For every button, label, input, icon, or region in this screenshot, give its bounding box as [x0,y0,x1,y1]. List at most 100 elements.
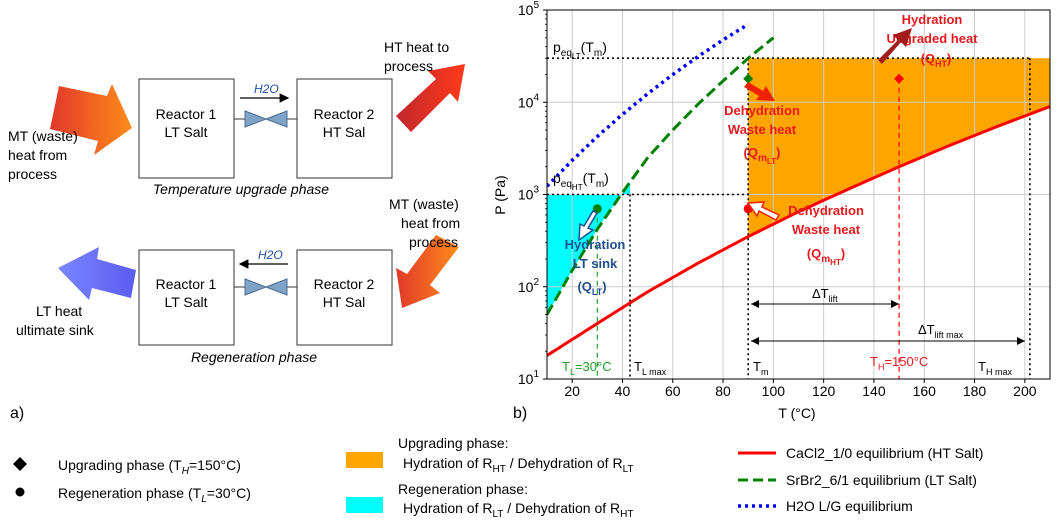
legend-fill-upgrade-sub2: LT [623,464,634,475]
x-tick-label: 60 [665,383,681,399]
q-mht-sub: m [821,254,830,265]
valve-icon-upgrade [244,110,288,128]
delta-lift-label: ΔT [812,286,829,301]
legend-fill-regen-mid: / Dehydration of R [503,500,620,516]
legend-fill-regen-sub2: HT [620,509,633,520]
dehydration-ht-annotation: Dehydration Waste heat (QmHT) [788,203,864,267]
legend-marker-regen-pre: Regeneration phase (T [58,485,202,501]
thmax-sub: H max [986,367,1013,377]
th-value: =150°C [884,354,928,369]
legend-fill-regen-line1: Regeneration phase: [398,481,528,497]
tlmax-sub: L max [642,367,667,377]
y-tick-label: 101 [518,369,540,387]
y-tick-label: 102 [518,277,540,295]
peq-lt-arg-sub: m [594,48,602,59]
svg-text:peqLT(Tm): peqLT(Tm) [553,39,607,61]
upgrade-phase-diagram: Reactor 1 LT Salt Reactor 2 HT Sal H2O T… [8,39,465,197]
q-mht-subsub: HT [830,258,841,267]
marker-upgrade-ht [894,73,905,84]
legend-fill-upgrade-sub1: HT [492,464,505,475]
q-mht-open: (Q [807,246,821,261]
peq-ht-sub: eq [561,179,572,190]
reactor2-label-regen-2: HT Sal [323,294,366,310]
regen-phase-diagram: Reactor 1 LT Salt Reactor 2 HT Sal H2O R… [16,196,460,365]
legend-fill-regen-line2: Hydration of RLT / Dehydration of RHT [403,500,634,520]
svg-text:ΔTlift: ΔTlift [812,286,838,304]
input-heat-label-regen-1: MT (waste) [389,196,459,212]
lt-sink-arrow-icon [578,210,599,242]
hydration-sink-line1: Hydration [565,237,626,252]
y-axis-label: P (Pa) [492,175,508,214]
output-heat-label-regen-2: ultimate sink [16,322,95,338]
tl-value: =30°C [575,359,612,374]
dehydration-ht-line1: Dehydration [788,203,864,218]
svg-text:peqHT(Tm): peqHT(Tm) [553,170,609,192]
legend-line-lt-salt-label: SrBr2_6/1 equilibrium (LT Salt) [786,472,977,488]
h2o-label-regen: H2O [258,248,283,262]
legend-marker-regen-post: =30°C) [207,485,251,501]
output-heat-label-regen-1: LT heat [36,303,82,319]
tl-label: T [562,359,570,374]
input-heat-label-upgrade-1: MT (waste) [8,128,78,144]
q-lt-close: ) [602,279,606,294]
thmax-annotation: TH max [978,359,1012,377]
x-tick-label: 140 [862,383,886,399]
q-mlt-close: ) [776,145,780,160]
x-tick-label: 80 [715,383,731,399]
h2o-label-upgrade: H2O [254,82,279,96]
input-heat-label-upgrade-3: process [8,166,57,182]
legend-marker-upgrade-post: =150°C) [189,457,241,473]
reactor2-label-upgrade-2: HT Sal [323,124,366,140]
regen-fill-region [547,182,630,315]
legend-marker-upgrade-pre: Upgrading phase (T [58,457,182,473]
legend-fill-upgrade-line2: Hydration of RHT / Dehydration of RLT [403,455,634,475]
x-tick-label: 40 [615,383,631,399]
delta-lift-annotation: ΔTlift [751,286,899,308]
legend-circle-marker [15,487,25,497]
legend-cyan-swatch [346,497,383,513]
tm-label: T [753,359,761,374]
legend-fill-regen-sub1: LT [492,509,503,520]
input-heat-label-regen-2: heat from [401,215,460,231]
tm-sub: m [761,367,769,377]
peq-ht-subsub: HT [572,183,583,192]
hydration-sink-annotation: Hydration LT sink (QLT) [565,237,626,297]
upgraded-heat-arrow-icon [878,28,912,64]
legend-diamond-marker [13,457,27,471]
input-heat-label-regen-3: process [409,234,458,250]
q-ht-close: ) [947,51,951,66]
th-sub: H [878,362,885,372]
peq-ht-p: p [553,170,561,186]
valve-icon-regen [244,278,288,296]
q-mlt-subsub: LT [767,157,776,166]
dehydration-ht-line2: Waste heat [792,222,861,237]
reactor2-label-regen-1: Reactor 2 [314,276,375,292]
delta-lift-max-sub: lift max [935,330,964,340]
legend-fill-upgrade-line1: Upgrading phase: [398,435,509,451]
q-ht-open: (Q [921,51,935,66]
q-mlt-sub: m [758,153,767,164]
y-tick-label: 104 [518,92,540,110]
hydration-sink-line2: LT sink [573,256,618,271]
legend-marker-upgrade: Upgrading phase (TH=150°C) [58,457,241,477]
series-line-ht-salt [547,105,1050,357]
legend-marker-regen: Regeneration phase (TL=30°C) [58,485,251,505]
input-heat-label-upgrade-2: heat from [8,147,67,163]
tlmax-annotation: TL max [634,359,667,377]
q-mlt-open: (Q [744,145,758,160]
legend-fill-regen-pre: Hydration of R [403,500,492,516]
panel-b-label: b) [513,405,527,422]
panel-a-label: a) [10,405,24,422]
svg-text:(QLT): (QLT) [577,279,606,297]
x-tick-label: 160 [913,383,937,399]
svg-text:ΔTlift max: ΔTlift max [918,322,964,340]
marker-upgrade-lt [743,73,754,84]
hydration-upgraded-line1: Hydration [902,12,963,27]
tm-annotation: Tm [753,359,768,377]
reactor1-box-regen [138,249,235,346]
legend-fill-upgrade-mid: / Dehydration of R [506,455,623,471]
tl-annotation: TL=30°C [562,359,612,377]
output-heat-arrow-icon-regen [58,247,136,300]
delta-lift-max-label: ΔT [918,322,935,337]
legend-line-water-label: H2O L/G equilibrium [786,498,913,514]
